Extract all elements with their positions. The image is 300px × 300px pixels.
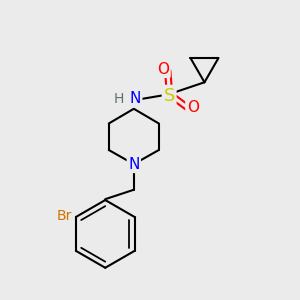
- Text: N: N: [130, 91, 141, 106]
- Text: S: S: [164, 86, 175, 104]
- Text: O: O: [187, 100, 199, 115]
- Text: O: O: [157, 61, 169, 76]
- Text: Br: Br: [57, 208, 72, 223]
- Text: N: N: [128, 157, 140, 172]
- Text: H: H: [114, 92, 124, 106]
